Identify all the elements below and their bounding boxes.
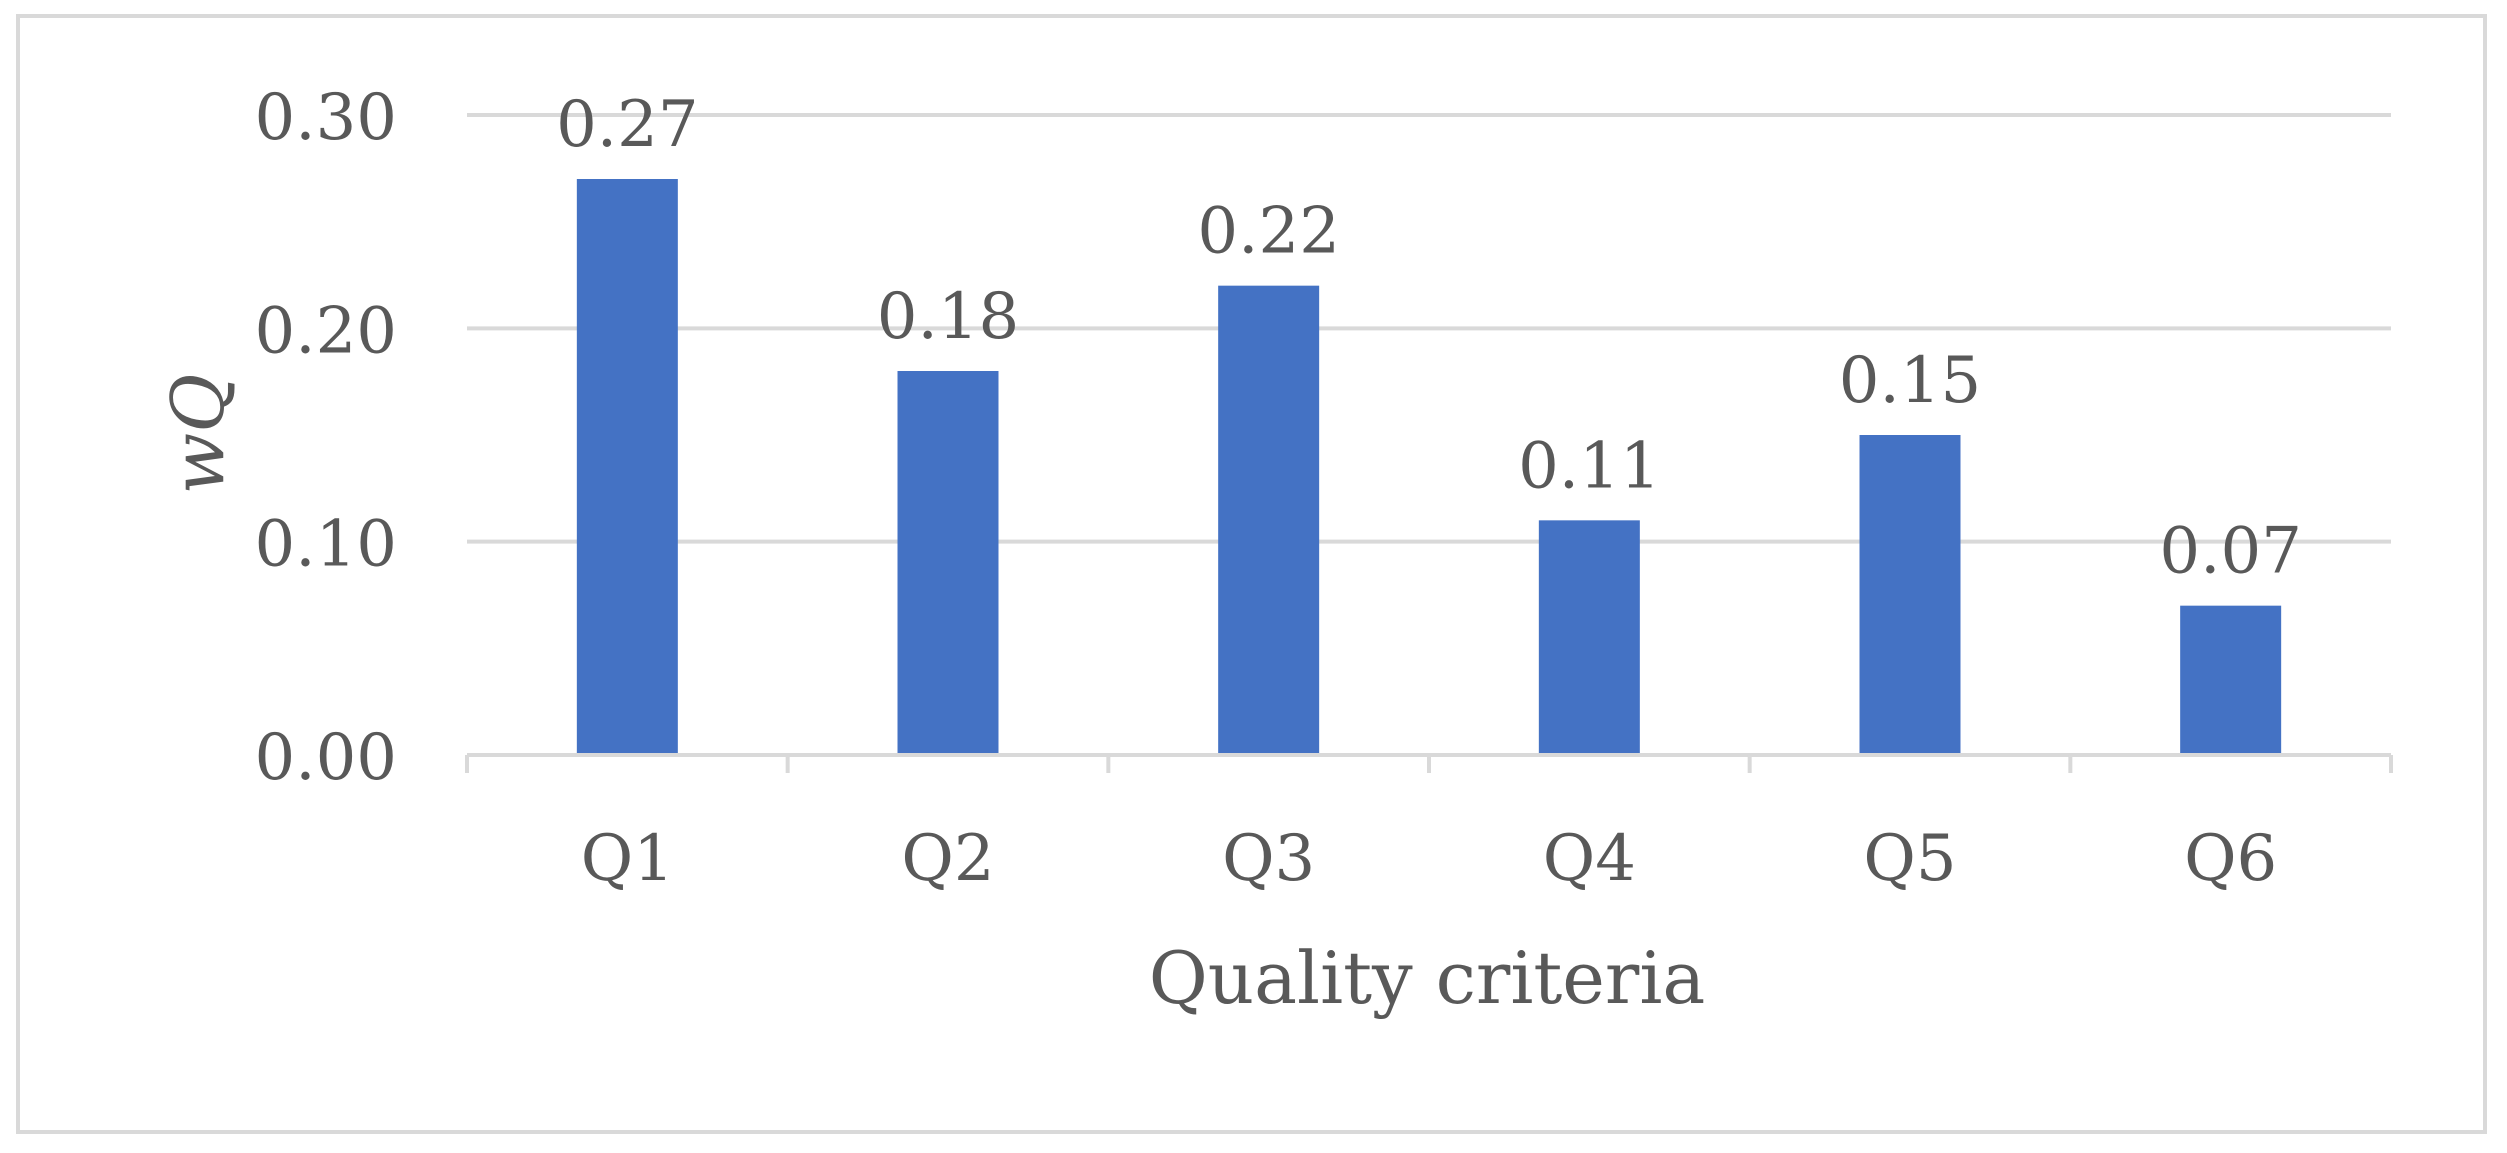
data-label: 0.15	[1839, 344, 1982, 418]
y-tick-label: 0.20	[255, 294, 398, 368]
y-tick-label: 0.00	[255, 721, 398, 795]
bars	[576, 179, 2282, 755]
bar-q3	[1218, 285, 1320, 755]
bar-q4	[1538, 520, 1640, 755]
x-tick-label: Q5	[1863, 822, 1956, 896]
x-axis-title: Quality criteria	[1149, 936, 1706, 1020]
y-axis-title: wQ	[156, 374, 240, 495]
x-tick-label: Q4	[1543, 822, 1636, 896]
bar-q1	[576, 179, 678, 755]
x-tick-label: Q1	[581, 822, 674, 896]
data-label: 0.22	[1197, 195, 1340, 269]
bar-q2	[897, 371, 999, 755]
x-tick-label: Q2	[901, 822, 994, 896]
data-label: 0.27	[556, 88, 699, 162]
data-label: 0.18	[877, 280, 1020, 354]
bar-q6	[2180, 605, 2282, 755]
bar-q5	[1859, 435, 1961, 755]
x-tick-label: Q6	[2184, 822, 2277, 896]
x-axis	[465, 753, 2393, 773]
x-tick-label: Q3	[1222, 822, 1315, 896]
y-tick-label: 0.30	[255, 81, 398, 155]
data-label: 0.07	[2159, 515, 2302, 589]
gridlines	[467, 113, 2391, 544]
labels: 0.00 0.10 0.20 0.30 0.27 Q1 0.18 Q2 0.22 Q3 0.11 Q4…	[255, 81, 2302, 896]
data-label: 0.11	[1518, 429, 1661, 503]
y-tick-label: 0.10	[255, 508, 398, 582]
